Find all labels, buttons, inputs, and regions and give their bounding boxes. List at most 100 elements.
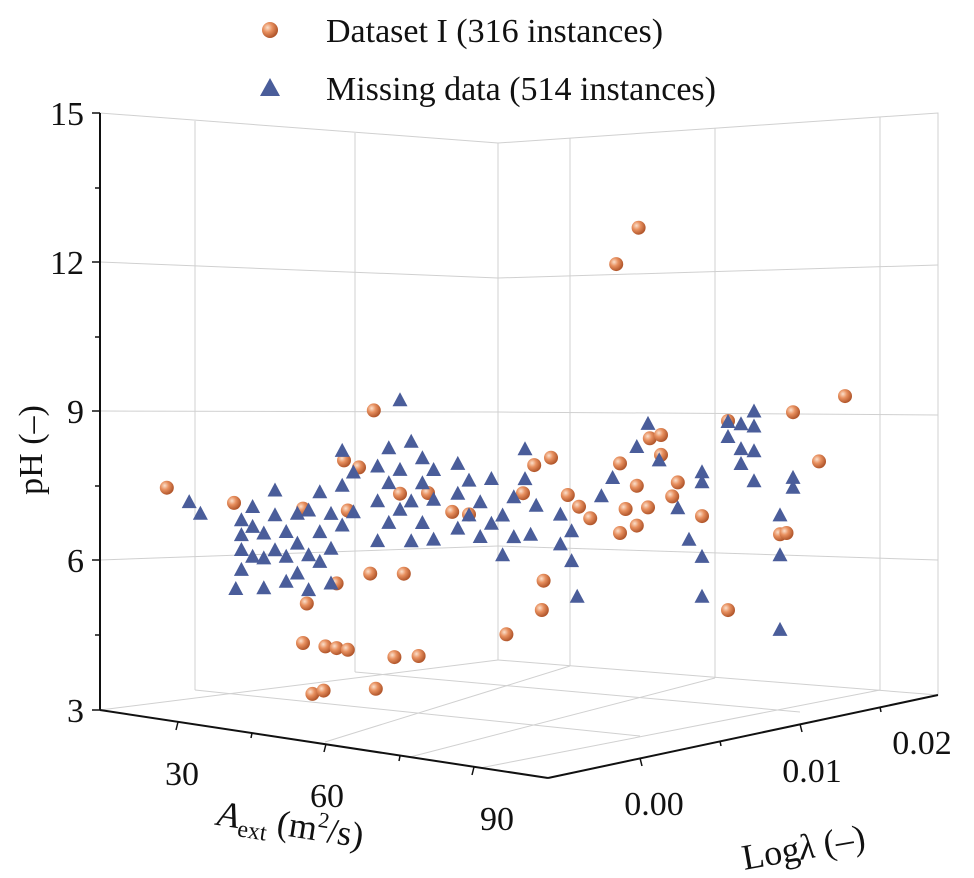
dataset-point — [613, 456, 627, 471]
missing-data-point — [483, 471, 499, 485]
missing-data-point — [450, 455, 466, 470]
dataset-point — [368, 681, 383, 696]
dataset-point — [618, 502, 633, 516]
missing-data-point — [785, 469, 801, 484]
missing-data-point — [694, 588, 710, 603]
missing-data-point — [228, 581, 244, 595]
ph-tick-labels: 15 12 9 6 3 — [50, 96, 84, 730]
loglambda-axis-line — [547, 694, 939, 779]
dataset-point — [227, 495, 241, 510]
dataset-point — [296, 636, 310, 650]
missing-data-point — [629, 439, 645, 453]
missing-data-point — [694, 474, 710, 489]
dataset-point — [631, 220, 646, 235]
missing-data-point — [267, 482, 283, 497]
missing-data-point — [312, 524, 328, 539]
legend-sphere-icon — [262, 22, 278, 38]
missing-data-point — [472, 529, 488, 543]
dataset-point — [445, 504, 460, 519]
dataset-point — [527, 458, 542, 473]
legend-triangle-icon — [260, 78, 280, 96]
missing-data-point — [552, 506, 568, 521]
missing-data-point — [651, 452, 667, 467]
dataset-point — [721, 603, 735, 618]
missing-data-point — [301, 582, 317, 597]
dataset-point — [629, 478, 644, 493]
missing-data-point — [381, 475, 397, 490]
missing-data-point — [414, 475, 430, 490]
missing-data-point — [450, 520, 466, 535]
missing-data-point — [245, 499, 261, 513]
dataset-point — [387, 650, 402, 665]
missing-data-point — [233, 561, 249, 576]
dataset-point — [363, 566, 378, 581]
dataset-point — [641, 500, 655, 515]
aext-axis-label: Aext (m2/s) — [212, 791, 367, 862]
missing-data-point — [334, 442, 350, 457]
missing-data-point — [323, 575, 339, 590]
dataset-point — [583, 511, 598, 526]
dataset-point — [665, 489, 680, 504]
missing-data-point — [772, 621, 788, 636]
ph-tick-6: 6 — [67, 543, 84, 580]
dataset-point — [340, 642, 355, 657]
missing-data-point — [233, 527, 249, 542]
missing-data-point — [301, 547, 317, 562]
missing-data-point — [267, 507, 283, 522]
aext-axis-ticks — [175, 721, 475, 776]
dataset-point — [609, 257, 624, 272]
missing-data-point — [450, 485, 466, 500]
missing-data-point — [746, 473, 762, 488]
missing-data-point — [506, 529, 522, 544]
missing-data-point — [334, 477, 350, 492]
missing-data-point — [323, 540, 339, 555]
missing-data-point — [334, 517, 350, 532]
missing-data-point — [495, 547, 511, 562]
ph-tick-9: 9 — [67, 394, 84, 431]
missing-data-point — [312, 553, 328, 568]
missing-data-point — [278, 548, 294, 563]
missing-data-point — [233, 542, 249, 556]
missing-data-point — [523, 526, 539, 541]
dataset-point — [695, 509, 709, 524]
missing-data-point — [312, 484, 328, 499]
missing-data-point — [370, 493, 386, 508]
dataset-point — [411, 649, 426, 663]
missing-data-point — [403, 493, 419, 508]
missing-data-point — [256, 550, 272, 565]
dataset-point — [670, 475, 685, 490]
missing-data-point — [245, 518, 261, 533]
ph-tick-12: 12 — [50, 245, 84, 282]
loglambda-tick-labels: 0.00 0.01 0.02 — [624, 725, 952, 823]
missing-data-point — [426, 462, 442, 476]
missing-data-point — [461, 472, 477, 487]
plot-walls — [99, 112, 939, 769]
dataset-point — [499, 627, 514, 642]
dataset-point — [642, 431, 657, 446]
missing-data-point — [301, 502, 317, 517]
missing-data-point — [564, 553, 580, 568]
legend-label-dataset: Dataset I (316 instances) — [326, 13, 663, 50]
missing-data-point — [256, 525, 272, 540]
dataset-point — [654, 428, 668, 442]
loglambda-tick-002: 0.02 — [892, 725, 952, 762]
missing-data-point — [392, 501, 408, 516]
dataset-point — [786, 405, 800, 420]
aext-tick-30: 30 — [165, 756, 199, 793]
legend-label-missing: Missing data (514 instances) — [326, 71, 716, 108]
aext-tick-labels: 30 60 90 — [165, 756, 514, 838]
missing-data-point — [381, 440, 397, 455]
loglambda-axis-ticks — [639, 706, 882, 767]
missing-data-point — [605, 470, 621, 484]
missing-data-point — [495, 507, 511, 522]
data-points — [159, 220, 852, 701]
missing-data-point — [772, 507, 788, 522]
missing-data-point — [733, 416, 749, 431]
dataset-point — [629, 518, 644, 533]
missing-data-point — [517, 471, 533, 486]
dataset-point — [516, 486, 530, 501]
missing-data-point — [381, 514, 397, 529]
axis-lines — [99, 113, 939, 779]
dataset-point — [613, 526, 627, 540]
